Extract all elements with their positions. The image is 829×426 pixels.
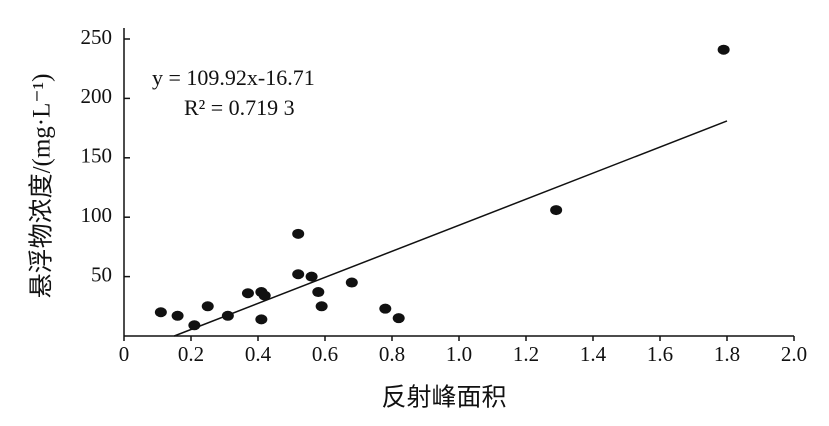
x-tick-label: 0.2 bbox=[178, 342, 204, 366]
x-tick-label: 1.6 bbox=[647, 342, 673, 366]
x-tick-label: 1.2 bbox=[513, 342, 539, 366]
x-tick-label: 0.8 bbox=[379, 342, 405, 366]
x-tick-label: 0.6 bbox=[312, 342, 338, 366]
y-tick-label: 150 bbox=[81, 144, 113, 168]
point bbox=[292, 228, 305, 239]
point bbox=[255, 314, 268, 325]
point bbox=[241, 288, 254, 299]
x-tick-label: 1.4 bbox=[580, 342, 607, 366]
point bbox=[292, 269, 305, 280]
x-tick-label: 1.0 bbox=[446, 342, 472, 366]
y-tick-label: 250 bbox=[81, 25, 113, 49]
point bbox=[550, 205, 563, 216]
y-tick-label: 100 bbox=[81, 203, 113, 227]
point bbox=[201, 301, 214, 312]
x-tick-label: 2.0 bbox=[781, 342, 807, 366]
point bbox=[305, 271, 318, 282]
point bbox=[221, 310, 234, 321]
y-tick-label: 50 bbox=[91, 262, 112, 286]
point bbox=[315, 301, 328, 312]
equation: y = 109.92x-16.71 bbox=[152, 65, 315, 90]
point bbox=[312, 287, 325, 298]
point bbox=[717, 44, 730, 55]
point bbox=[379, 303, 392, 314]
y-axis-label: 悬浮物浓度/(mg·L⁻¹) bbox=[28, 74, 56, 299]
point bbox=[171, 310, 184, 321]
trend-line bbox=[173, 120, 728, 337]
point bbox=[258, 290, 271, 301]
r-squared: R² = 0.719 3 bbox=[184, 95, 295, 120]
x-axis-label: 反射峰面积 bbox=[381, 384, 506, 412]
point bbox=[345, 277, 358, 288]
y-tick-label: 200 bbox=[81, 84, 113, 108]
point bbox=[188, 320, 201, 331]
point bbox=[154, 307, 167, 318]
point bbox=[392, 313, 405, 324]
x-tick-label: 0.4 bbox=[245, 342, 272, 366]
x-tick-label: 1.8 bbox=[714, 342, 740, 366]
x-tick-label: 0 bbox=[119, 342, 130, 366]
